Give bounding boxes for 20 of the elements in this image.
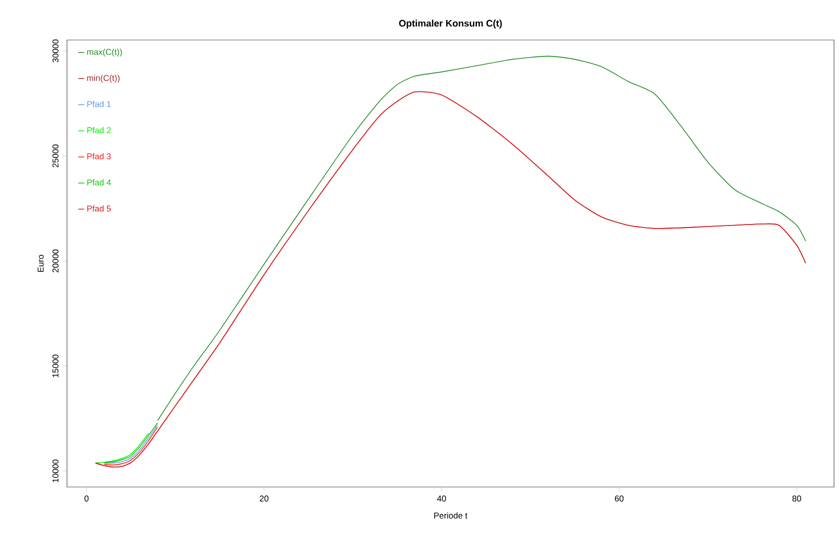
legend-label: max(C(t)) bbox=[87, 48, 122, 57]
x-tick-label: 80 bbox=[792, 496, 802, 502]
chart-title: Optimaler Konsum C(t) bbox=[399, 20, 502, 29]
x-tick-label: 60 bbox=[614, 496, 624, 502]
legend-label: Pfad 1 bbox=[87, 100, 111, 108]
y-tick-label: 20000 bbox=[52, 250, 58, 272]
legend-label: Pfad 4 bbox=[87, 179, 111, 186]
y-tick-label: 15000 bbox=[52, 354, 58, 378]
y-tick-label: 25000 bbox=[52, 144, 58, 168]
y-tick-label: 10000 bbox=[52, 460, 58, 482]
x-tick-label: 20 bbox=[260, 496, 268, 502]
x-tick-label: 0 bbox=[84, 496, 89, 502]
legend-label: Pfad 5 bbox=[87, 205, 111, 212]
legend-label: Pfad 2 bbox=[87, 126, 111, 134]
y-axis-title: Euro bbox=[38, 254, 44, 272]
legend-label: min(C(t)) bbox=[87, 74, 120, 83]
legend-label: Pfad 3 bbox=[87, 153, 111, 160]
x-tick-label: 40 bbox=[437, 496, 446, 502]
x-axis-title: Periode t bbox=[434, 512, 468, 519]
y-tick-label: 30000 bbox=[52, 39, 58, 62]
